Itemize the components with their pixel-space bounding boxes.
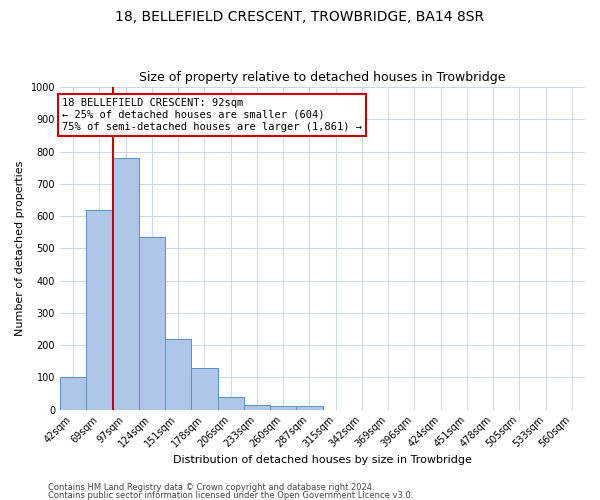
Bar (165, 338, 191, 409)
Bar (296, 406, 323, 410)
Bar (113, 158, 139, 409)
Text: Contains public sector information licensed under the Open Government Licence v3: Contains public sector information licen… (48, 491, 413, 500)
Text: Contains HM Land Registry data © Crown copyright and database right 2024.: Contains HM Land Registry data © Crown c… (48, 484, 374, 492)
X-axis label: Distribution of detached houses by size in Trowbridge: Distribution of detached houses by size … (173, 455, 472, 465)
Bar (86, 210, 113, 410)
Y-axis label: Number of detached properties: Number of detached properties (15, 160, 25, 336)
Text: 18 BELLEFIELD CRESCENT: 92sqm
← 25% of detached houses are smaller (604)
75% of : 18 BELLEFIELD CRESCENT: 92sqm ← 25% of d… (62, 98, 362, 132)
Title: Size of property relative to detached houses in Trowbridge: Size of property relative to detached ho… (139, 72, 506, 85)
Bar (270, 406, 296, 410)
Bar (191, 368, 218, 410)
Bar (139, 237, 165, 410)
Text: 18, BELLEFIELD CRESCENT, TROWBRIDGE, BA14 8SR: 18, BELLEFIELD CRESCENT, TROWBRIDGE, BA1… (115, 10, 485, 24)
Bar (60, 378, 86, 410)
Bar (244, 405, 270, 409)
Bar (218, 397, 244, 409)
